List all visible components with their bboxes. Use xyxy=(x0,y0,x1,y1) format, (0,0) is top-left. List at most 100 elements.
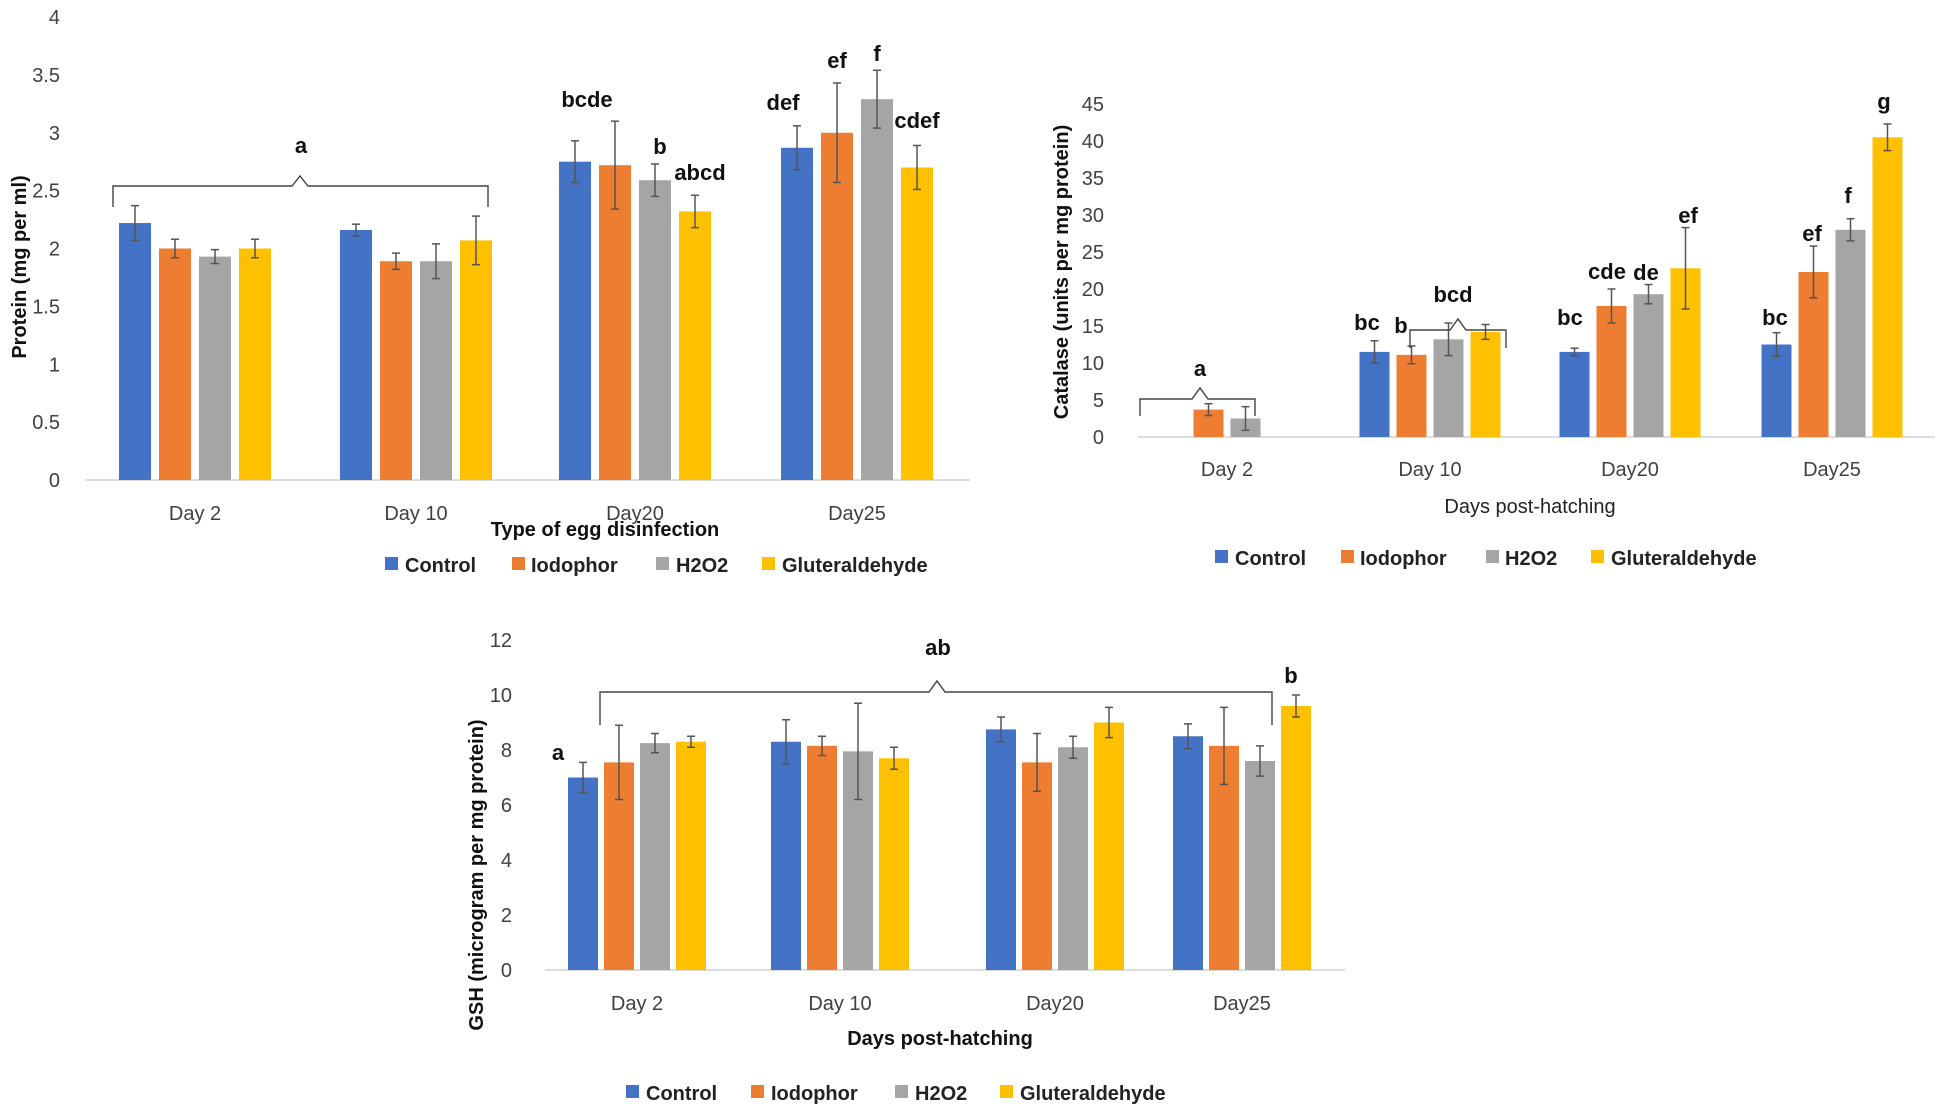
protein-y-axis-label: Protein (mg per ml) xyxy=(9,175,31,358)
gsh-bar-h2o2-day-2 xyxy=(640,743,670,970)
gsh-y-tick-8: 8 xyxy=(501,740,512,762)
catalase-bar-gluteraldehyde-day-10 xyxy=(1470,331,1501,437)
gsh-bar-iodophor-day-10-error-bar xyxy=(818,735,826,757)
gsh-y-tick-12: 12 xyxy=(490,630,512,652)
catalase-legend-swatch-gluteraldehyde xyxy=(1591,550,1604,563)
catalase-annotation-ef-day25: ef xyxy=(1802,221,1822,246)
gsh-legend-swatch-iodophor xyxy=(751,1085,764,1098)
protein-bar-h2o2-day-10 xyxy=(420,261,452,480)
gsh-bar-gluteraldehyde-day-2-error-bar xyxy=(687,735,695,748)
gsh-chart: 0 2 4 6 8 10 12 Day 2 Day 10 Day20 Day25 GSH (mic… xyxy=(466,630,1345,1105)
catalase-annotation-b: b xyxy=(1394,313,1407,338)
gsh-y-tick-0: 0 xyxy=(501,960,512,982)
gsh-bar-gluteraldehyde-day-2 xyxy=(676,741,706,970)
protein-bar-gluteraldehyde-day20-error-bar xyxy=(691,194,699,229)
protein-bar-h2o2-day25 xyxy=(861,99,893,481)
protein-bar-iodophor-day-2-error-bar xyxy=(171,238,179,259)
protein-annotation-a: a xyxy=(295,133,308,158)
gsh-category-labels: Day 2 Day 10 Day20 Day25 xyxy=(611,993,1271,1015)
catalase-bar-control-day-10-error-bar xyxy=(1370,340,1379,364)
catalase-bar-gluteraldehyde-day25-error-bar xyxy=(1883,123,1892,152)
gsh-y-tick-10: 10 xyxy=(490,685,512,707)
gsh-y-ticks: 0 2 4 6 8 10 12 xyxy=(490,630,512,982)
gsh-brace-ab xyxy=(599,679,1273,725)
protein-bar-gluteraldehyde-day-10-error-bar xyxy=(472,215,480,266)
protein-bar-control-day25 xyxy=(781,147,813,481)
gsh-bar-gluteraldehyde-day20 xyxy=(1094,722,1124,970)
gsh-bar-iodophor-day20-error-bar xyxy=(1033,732,1041,792)
protein-chart: 00.511.522.533.54 Day 2 Day 10 Day20 Day25 … xyxy=(9,7,970,577)
protein-legend-control: Control xyxy=(405,555,476,577)
protein-bar-control-day-10-error-bar xyxy=(352,223,360,237)
protein-bar-control-day20 xyxy=(559,161,591,480)
protein-bar-gluteraldehyde-day-2-error-bar xyxy=(251,238,259,259)
protein-legend: Control Iodophor H2O2 Gluteraldehyde xyxy=(385,555,928,577)
gsh-bar-gluteraldehyde-day20-error-bar xyxy=(1105,706,1113,739)
gsh-legend-swatch-control xyxy=(626,1085,639,1098)
gsh-bar-control-day20-error-bar xyxy=(997,716,1005,743)
gsh-y-tick-2: 2 xyxy=(501,905,512,927)
protein-category-day20: Day20 xyxy=(606,503,664,525)
catalase-brace-a xyxy=(1139,386,1256,416)
catalase-bar-h2o2-day25 xyxy=(1835,229,1866,437)
gsh-legend-swatch-gluteraldehyde xyxy=(1000,1085,1013,1098)
protein-bar-h2o2-day20 xyxy=(639,180,671,480)
protein-bar-gluteraldehyde-day25 xyxy=(901,167,933,480)
protein-bar-gluteraldehyde-day-10 xyxy=(460,240,492,480)
gsh-bar-h2o2-day-10-error-bar xyxy=(854,702,862,801)
catalase-legend-swatch-iodophor xyxy=(1341,550,1354,563)
protein-bar-gluteraldehyde-day20 xyxy=(679,211,711,480)
gsh-bar-gluteraldehyde-day25 xyxy=(1281,706,1311,970)
gsh-category-day-10: Day 10 xyxy=(808,993,871,1015)
catalase-legend-swatch-h2o2 xyxy=(1486,550,1499,563)
gsh-bar-h2o2-day20-error-bar xyxy=(1069,735,1077,759)
catalase-bar-control-day20 xyxy=(1559,351,1590,437)
catalase-y-axis-label: Catalase (units per mg protein) xyxy=(1051,125,1073,420)
protein-x-axis-label: Type of egg disinfection xyxy=(491,519,720,541)
gsh-category-day25: Day25 xyxy=(1213,993,1271,1015)
protein-y-tick-1: 1 xyxy=(49,354,60,376)
gsh-legend-control: Control xyxy=(646,1083,717,1105)
gsh-bars xyxy=(568,694,1311,970)
catalase-bar-iodophor-day25-error-bar xyxy=(1809,245,1818,299)
protein-bar-h2o2-day25-error-bar xyxy=(873,69,881,129)
gsh-bar-control-day-2 xyxy=(568,777,598,970)
protein-y-tick-3: 3 xyxy=(49,123,60,145)
catalase-y-tick-25: 25 xyxy=(1082,242,1104,264)
catalase-bar-iodophor-day20-error-bar xyxy=(1607,288,1616,324)
catalase-x-axis-label: Days post-hatching xyxy=(1444,496,1615,518)
catalase-bar-iodophor-day25 xyxy=(1798,271,1829,437)
catalase-legend-iodophor: Iodophor xyxy=(1360,548,1447,570)
gsh-bar-control-day25-error-bar xyxy=(1184,723,1192,750)
protein-bar-gluteraldehyde-day25-error-bar xyxy=(913,144,921,191)
protein-y-tick-3-5: 3.5 xyxy=(32,65,60,87)
protein-bar-iodophor-day-10-error-bar xyxy=(392,252,400,271)
gsh-bar-h2o2-day-2-error-bar xyxy=(651,732,659,754)
gsh-bar-iodophor-day-10 xyxy=(807,745,837,970)
protein-legend-swatch-iodophor xyxy=(512,557,525,570)
gsh-y-axis-label: GSH (microgram per mg protein) xyxy=(466,719,488,1030)
protein-bar-control-day-2-error-bar xyxy=(131,204,139,242)
gsh-legend-gluteraldehyde: Gluteraldehyde xyxy=(1020,1083,1166,1105)
catalase-annotation-bc-day20: bc xyxy=(1557,305,1583,330)
gsh-bar-control-day-2-error-bar xyxy=(579,761,587,794)
protein-y-tick-1-5: 1.5 xyxy=(32,296,60,318)
gsh-x-axis-label: Days post-hatching xyxy=(847,1028,1033,1050)
gsh-annotation-b: b xyxy=(1284,663,1297,688)
catalase-annotation-cde: cde xyxy=(1588,259,1626,284)
catalase-y-tick-0: 0 xyxy=(1093,427,1104,449)
catalase-y-tick-15: 15 xyxy=(1082,316,1104,338)
gsh-bar-h2o2-day25-error-bar xyxy=(1256,745,1264,777)
catalase-legend-gluteraldehyde: Gluteraldehyde xyxy=(1611,548,1757,570)
protein-bar-h2o2-day-2-error-bar xyxy=(211,248,219,265)
protein-legend-gluteraldehyde: Gluteraldehyde xyxy=(782,555,928,577)
catalase-bar-iodophor-day-2-error-bar xyxy=(1204,402,1213,417)
protein-bar-h2o2-day-10-error-bar xyxy=(432,243,440,280)
gsh-bar-iodophor-day-2-error-bar xyxy=(615,724,623,801)
protein-category-day-2: Day 2 xyxy=(169,503,221,525)
protein-bar-iodophor-day20 xyxy=(599,165,631,480)
protein-bar-iodophor-day-10 xyxy=(380,261,412,480)
catalase-bar-h2o2-day20 xyxy=(1633,294,1664,437)
gsh-y-tick-6: 6 xyxy=(501,795,512,817)
protein-annotation-b: b xyxy=(653,134,666,159)
